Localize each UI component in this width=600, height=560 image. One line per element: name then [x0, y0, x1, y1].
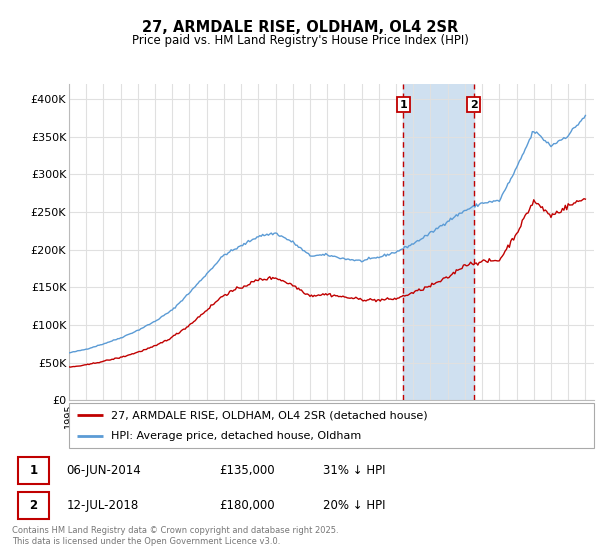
Text: 20% ↓ HPI: 20% ↓ HPI: [323, 499, 386, 512]
Text: 2: 2: [470, 100, 478, 110]
Text: HPI: Average price, detached house, Oldham: HPI: Average price, detached house, Oldh…: [111, 431, 361, 441]
Bar: [403, 84, 473, 400]
Text: 27, ARMDALE RISE, OLDHAM, OL4 2SR: 27, ARMDALE RISE, OLDHAM, OL4 2SR: [142, 20, 458, 35]
Bar: [18, 492, 49, 519]
Text: 1: 1: [400, 100, 407, 110]
Bar: [18, 458, 49, 484]
Text: 2: 2: [29, 499, 38, 512]
Text: Price paid vs. HM Land Registry's House Price Index (HPI): Price paid vs. HM Land Registry's House …: [131, 34, 469, 46]
Text: 31% ↓ HPI: 31% ↓ HPI: [323, 464, 386, 477]
Text: Contains HM Land Registry data © Crown copyright and database right 2025.
This d: Contains HM Land Registry data © Crown c…: [12, 526, 338, 546]
Text: 06-JUN-2014: 06-JUN-2014: [67, 464, 142, 477]
Text: £180,000: £180,000: [220, 499, 275, 512]
Text: 1: 1: [29, 464, 38, 477]
Text: 12-JUL-2018: 12-JUL-2018: [67, 499, 139, 512]
Text: £135,000: £135,000: [220, 464, 275, 477]
Text: 27, ARMDALE RISE, OLDHAM, OL4 2SR (detached house): 27, ARMDALE RISE, OLDHAM, OL4 2SR (detac…: [111, 410, 428, 421]
